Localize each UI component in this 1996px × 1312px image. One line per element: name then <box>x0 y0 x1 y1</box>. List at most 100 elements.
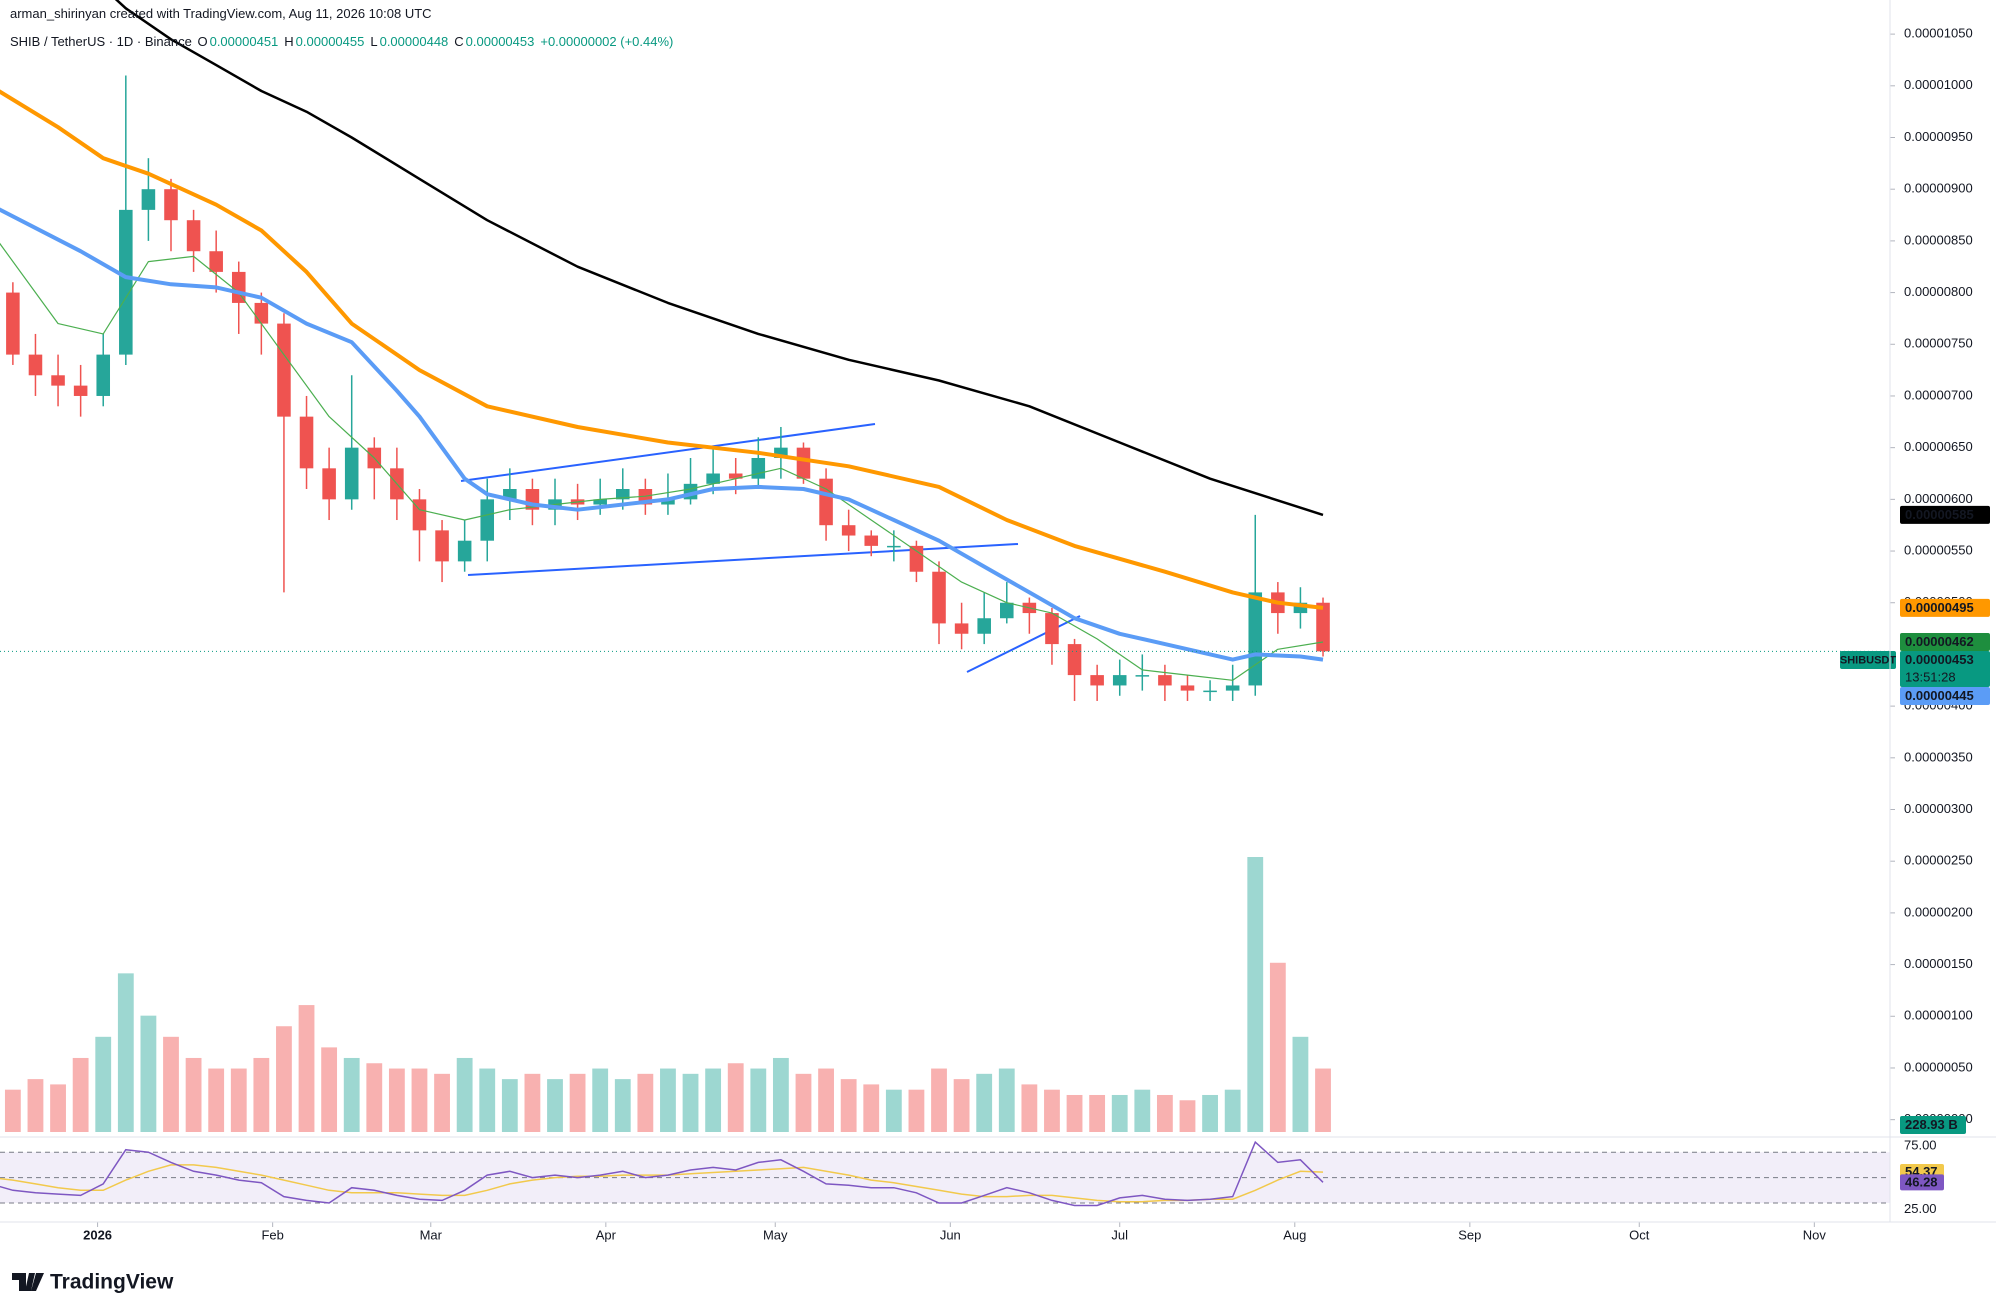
moving-average <box>0 242 1324 681</box>
candle-body <box>344 447 359 500</box>
legend-item: L <box>370 34 378 49</box>
volume-bar <box>163 1036 179 1132</box>
moving-average <box>0 207 1324 662</box>
y-tick-label: 0.00000250 <box>1904 853 1973 868</box>
symbol-tag-box <box>1840 651 1896 670</box>
candle-body <box>141 189 156 210</box>
candle-body <box>751 457 766 479</box>
volume-bar <box>976 1073 993 1132</box>
x-tick-label: Aug <box>1283 1227 1306 1242</box>
rsi-value-label: 46.28 <box>1905 1174 1938 1189</box>
price-label-box <box>1900 505 1990 524</box>
candle-body <box>277 323 291 417</box>
volume-bar <box>366 1063 383 1132</box>
candle-body <box>503 489 517 500</box>
volume-bar <box>863 1084 880 1132</box>
axes: 0.00001050 0.00001000 0.00000950 0.00000900… <box>83 26 1990 1242</box>
y-tick-label: 0.00000150 <box>1904 956 1973 971</box>
price-label: 0.00000445 <box>1905 688 1974 703</box>
volume-bar <box>614 1079 631 1132</box>
volume-bar <box>1247 857 1264 1132</box>
candle-body <box>1045 613 1059 645</box>
volume-bar <box>1179 1100 1196 1132</box>
volume-bar <box>95 1036 112 1132</box>
candle-body <box>932 571 946 624</box>
x-tick-label: Sep <box>1458 1227 1481 1242</box>
candle-body <box>1112 675 1127 686</box>
candle-body <box>28 354 43 376</box>
candle-body <box>457 540 472 562</box>
volume-bar <box>208 1068 225 1132</box>
x-tick-label: Jul <box>1111 1227 1128 1242</box>
candle-body <box>819 478 833 526</box>
volume-bar <box>479 1068 496 1132</box>
volume-label: 228.93 B <box>1905 1117 1958 1132</box>
candle-body <box>774 447 788 458</box>
y-tick-label: 0.00000750 <box>1904 336 1973 351</box>
candle-body <box>435 530 449 562</box>
trend-line <box>467 543 1019 576</box>
y-tick-label: 0.00000650 <box>1904 439 1973 454</box>
volume-bar <box>795 1073 812 1132</box>
symbol-tag: SHIBUSDT <box>1840 654 1897 666</box>
volume-bar <box>411 1068 428 1132</box>
legend-item: 0.00000455 <box>295 34 365 49</box>
candle-body <box>1248 592 1263 686</box>
candle-body <box>1158 675 1172 686</box>
volume-bar <box>931 1068 947 1132</box>
volume-bar <box>953 1079 970 1132</box>
candle-body <box>322 468 336 500</box>
price-label: 0.00000495 <box>1905 600 1974 615</box>
rsi-ma-line <box>0 1164 1324 1203</box>
volume-bar <box>1224 1089 1241 1132</box>
candle-body <box>887 545 901 548</box>
x-tick-label: Nov <box>1803 1227 1827 1242</box>
candle-body <box>864 535 879 546</box>
volume-bar <box>321 1047 338 1132</box>
volume-bar <box>253 1057 270 1132</box>
candle-body <box>6 292 20 355</box>
volume-bar <box>1269 962 1286 1132</box>
moving-average <box>114 0 1324 517</box>
volume-bar <box>298 1005 315 1132</box>
volume-bar <box>140 1015 157 1132</box>
volume-bar <box>388 1068 405 1132</box>
x-tick-label: Jun <box>940 1227 961 1242</box>
candle-body <box>841 525 856 536</box>
x-tick-label: Oct <box>1629 1227 1650 1242</box>
legend: SHIB / TetherUS · 1D · Binance O 0.000004… <box>10 34 679 49</box>
rsi-value-box <box>1900 1174 1944 1191</box>
candle-body <box>209 251 223 272</box>
candle-body <box>1000 602 1014 619</box>
volume-bar <box>524 1073 541 1132</box>
brand: TradingView <box>50 1271 174 1294</box>
y-tick-label: 0.00000300 <box>1904 801 1973 816</box>
volume-bar <box>276 1026 292 1132</box>
volume-bar <box>72 1057 89 1132</box>
tradingview-logo: TradingView <box>12 1271 174 1294</box>
candle-body <box>51 375 65 386</box>
y-tick-label: 0.00000850 <box>1904 232 1973 247</box>
volume-bar <box>230 1068 247 1132</box>
candle-body <box>119 209 133 355</box>
legend-item: 0.00000448 <box>379 34 449 49</box>
volume-bar <box>682 1073 699 1132</box>
candle-body <box>1293 602 1308 614</box>
volume-bar <box>727 1063 744 1132</box>
volume-bar <box>750 1068 767 1132</box>
candle-body <box>796 447 811 479</box>
candle-body <box>1135 675 1150 677</box>
candle-body <box>299 416 314 469</box>
candle-body <box>593 499 607 505</box>
x-tick-label: 2026 <box>83 1227 112 1242</box>
volume-bar <box>1156 1094 1173 1132</box>
y-tick-label: 0.00000350 <box>1904 749 1973 764</box>
volume-bar <box>185 1057 202 1132</box>
volume-bar <box>501 1079 518 1132</box>
volume-bar <box>772 1057 789 1132</box>
candle-body <box>1090 675 1104 686</box>
legend-item: +0.00000002 (+0.44%) <box>540 34 674 49</box>
candle-body <box>186 220 201 252</box>
volume-bar <box>4 1089 21 1132</box>
